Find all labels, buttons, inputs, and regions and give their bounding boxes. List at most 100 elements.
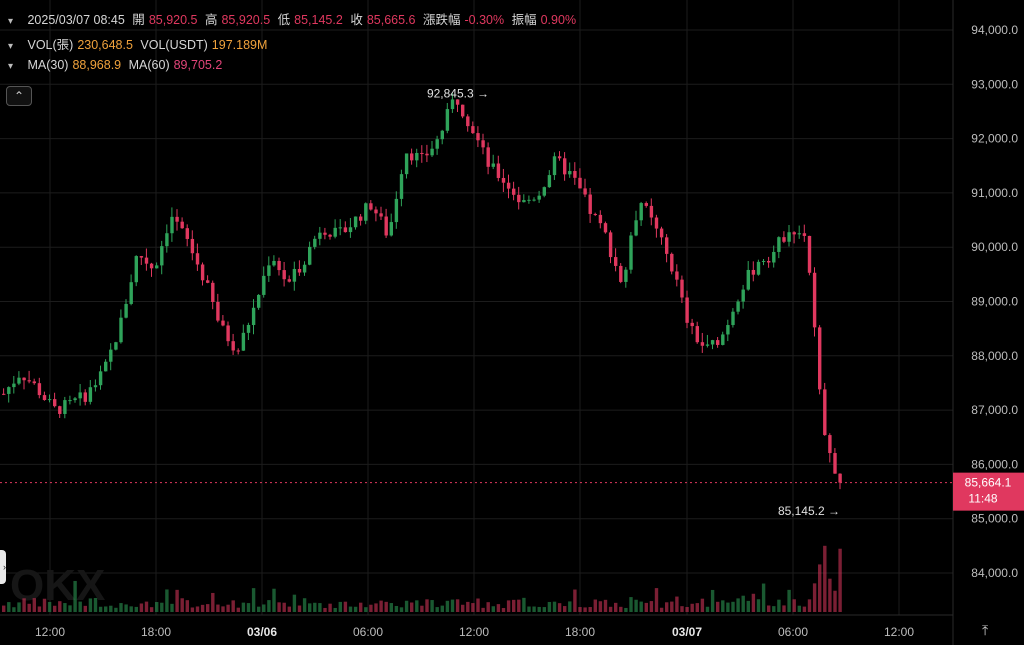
candle-body	[501, 177, 506, 183]
chevron-down-icon[interactable]: ▾	[8, 16, 14, 27]
candle-body	[751, 269, 756, 275]
candle-body	[654, 217, 659, 229]
volume-bar	[506, 600, 511, 612]
x-tick-label: 18:00	[565, 625, 595, 639]
volume-bar	[496, 604, 501, 612]
volume-bar	[333, 607, 337, 612]
volume-bar	[139, 603, 144, 612]
volume-bar	[588, 607, 592, 612]
candle-body	[639, 203, 643, 221]
x-tick-label: 12:00	[35, 625, 65, 639]
volume-bar	[78, 601, 82, 612]
candle-body	[216, 301, 220, 321]
volume-bar	[7, 602, 11, 612]
candle-body	[134, 256, 138, 283]
candle-body	[782, 237, 786, 242]
candle-body	[532, 199, 536, 201]
volume-bar	[537, 606, 541, 612]
candle-body	[721, 334, 725, 345]
volume-bar	[654, 588, 659, 612]
candle-body	[267, 265, 271, 276]
volume-bar	[608, 606, 613, 612]
candle-body	[338, 227, 342, 229]
volume-bar	[517, 599, 521, 612]
candle-body	[695, 326, 699, 343]
volume-bar	[476, 598, 480, 612]
volume-bar	[12, 607, 16, 612]
legend-volume: ▾ VOL(張) 230,648.5 VOL(USDT) 197.189M	[8, 34, 271, 53]
volume-bar	[455, 599, 460, 612]
candle-body	[389, 222, 393, 236]
candle-body	[736, 301, 740, 312]
candle-body	[705, 344, 710, 346]
chevron-up-icon[interactable]: ⌃	[6, 86, 32, 106]
volume-bar	[195, 606, 200, 612]
candle-body	[440, 130, 444, 140]
volume-bar	[22, 598, 26, 612]
candle-body	[455, 99, 460, 105]
chevron-down-icon[interactable]: ▾	[8, 41, 14, 52]
volume-bar	[410, 602, 414, 612]
legend-ma: ▾ MA(30) 88,968.9 MA(60) 89,705.2	[8, 58, 226, 72]
candle-body	[812, 272, 817, 328]
volume-bar	[359, 602, 363, 612]
candle-body	[435, 139, 439, 149]
candle-body	[450, 99, 455, 110]
ma60-value: 89,705.2	[173, 58, 223, 72]
candle-body	[231, 341, 235, 351]
volume-bar	[404, 600, 409, 612]
volume-bar	[619, 606, 623, 612]
candle-body	[399, 174, 404, 199]
candle-body	[517, 194, 521, 203]
volume-bar	[481, 607, 485, 612]
x-tick-label: 12:00	[459, 625, 489, 639]
candle-body	[124, 303, 128, 318]
vertical-fit-icon[interactable]: ⤒	[982, 622, 989, 638]
candle-body	[12, 383, 16, 388]
candle-body	[277, 260, 281, 271]
volume-bar	[2, 605, 6, 612]
candle-body	[614, 257, 618, 266]
candle-body	[7, 387, 11, 394]
candle-body	[27, 380, 31, 382]
candle-body	[537, 195, 541, 200]
volume-bar	[104, 606, 108, 612]
candle-body	[756, 261, 761, 275]
volume-bar	[593, 599, 597, 612]
candle-body	[527, 199, 531, 201]
candle-body	[491, 163, 495, 167]
candle-body	[629, 235, 633, 270]
volume-bar	[802, 606, 807, 612]
candle-body	[807, 235, 812, 273]
vol-usdt-label: VOL(USDT)	[140, 38, 208, 52]
candle-body	[313, 238, 317, 247]
volume-bar	[741, 595, 745, 612]
candle-body	[32, 381, 36, 384]
volume-bar	[828, 578, 832, 612]
volume-bar	[338, 601, 342, 612]
candle-body	[603, 223, 608, 233]
candle-body	[353, 216, 358, 228]
volume-bar	[675, 596, 679, 612]
vol-label: VOL(張)	[27, 38, 74, 52]
candle-body	[420, 152, 424, 154]
volume-bar	[415, 600, 419, 612]
candle-body	[165, 233, 169, 247]
candle-body	[506, 182, 511, 189]
change-label: 漲跌幅	[422, 13, 461, 27]
candle-body	[787, 232, 791, 242]
volume-bar	[109, 605, 113, 612]
volume-bar	[114, 607, 118, 612]
candle-body	[670, 253, 674, 272]
candle-body	[323, 232, 327, 235]
volume-bar	[364, 607, 368, 612]
volume-bar	[466, 601, 470, 612]
chevron-down-icon[interactable]: ▾	[8, 61, 14, 72]
candle-body	[496, 163, 501, 178]
volume-bar	[32, 598, 36, 612]
chevron-right-icon[interactable]: ›	[0, 550, 6, 584]
candle-body	[302, 264, 307, 273]
x-tick-label: 06:00	[778, 625, 808, 639]
volume-bar	[547, 601, 552, 612]
